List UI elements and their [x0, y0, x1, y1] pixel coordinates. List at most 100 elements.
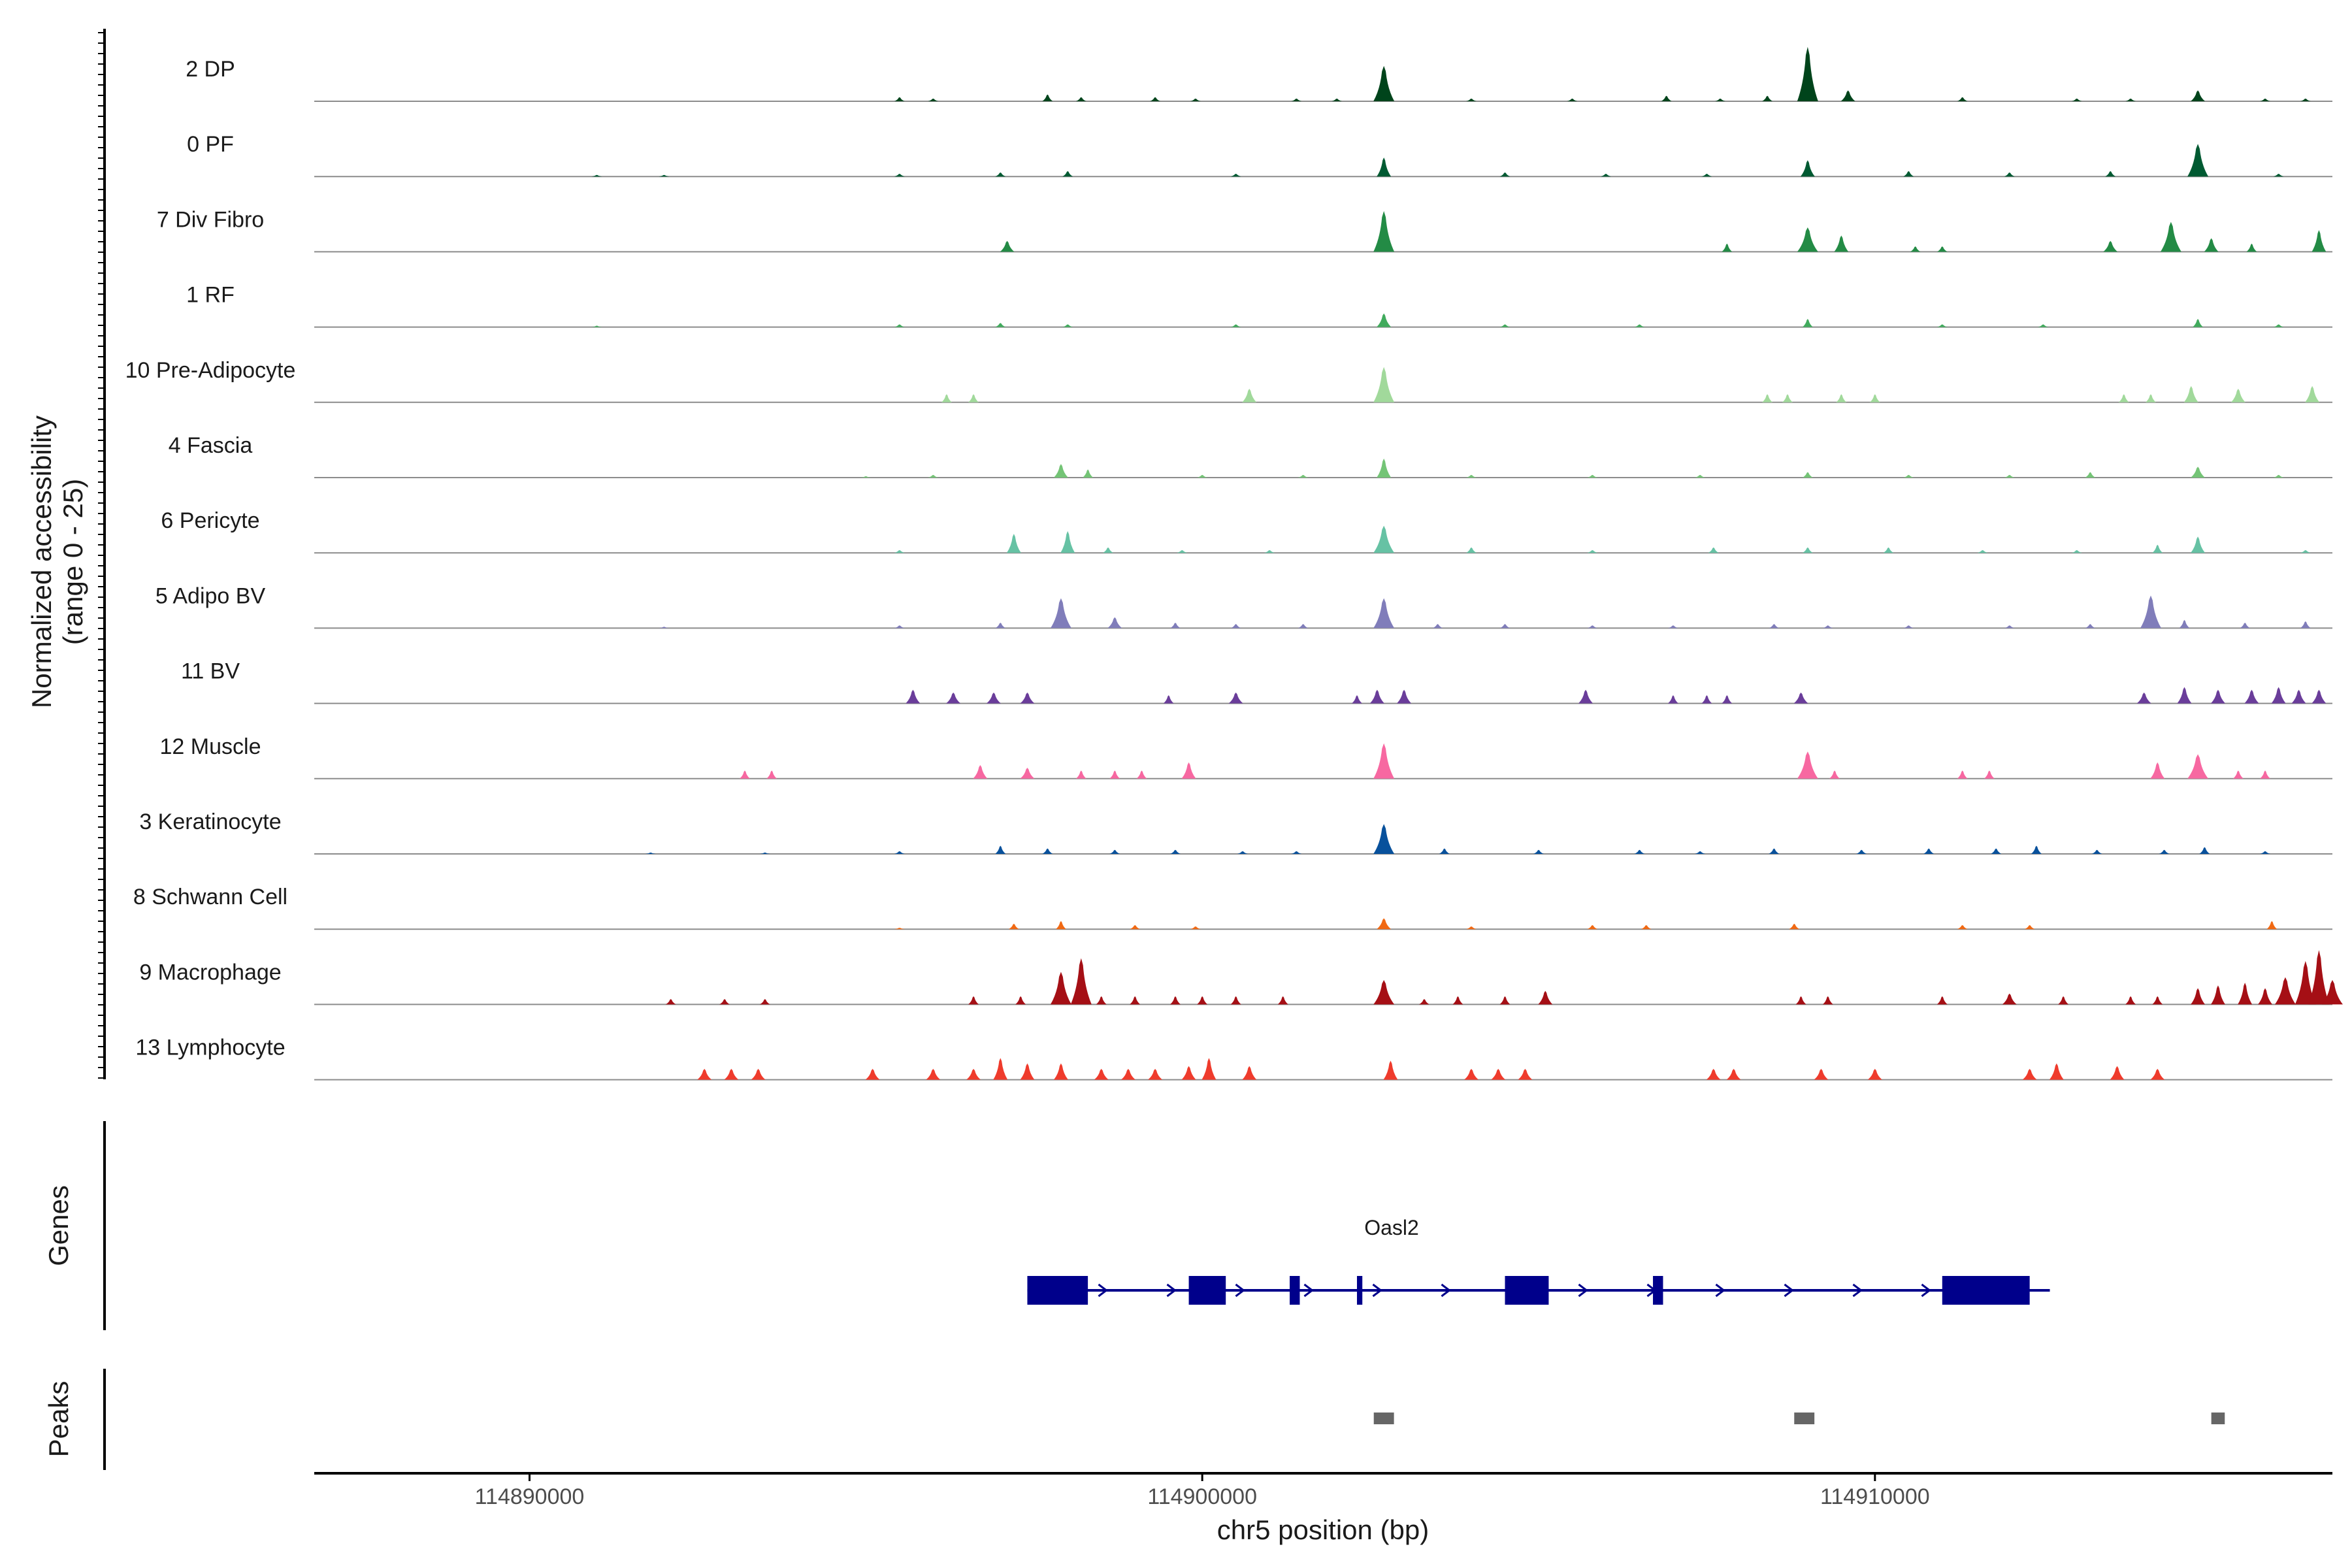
strand-arrow: [1715, 1283, 1725, 1298]
peak-mark: [2024, 924, 2035, 930]
peak-mark: [1518, 1068, 1533, 1080]
peak-mark: [751, 1068, 766, 1080]
peak-mark: [1936, 996, 1948, 1005]
track-12-muscle: 12 Muscle: [160, 734, 2332, 779]
gene-exon: [1290, 1276, 1300, 1305]
track-label: 11 BV: [181, 659, 240, 684]
track-label: 7 Div Fibro: [157, 207, 264, 232]
peak-mark: [2210, 689, 2225, 704]
peak-mark: [2266, 921, 2278, 930]
peak-mark: [1163, 695, 1174, 704]
peak-mark: [1228, 692, 1243, 704]
peak-mark: [1042, 848, 1053, 854]
peak-mark: [1641, 924, 1652, 930]
peak-mark: [894, 928, 905, 930]
peak-mark: [1042, 94, 1053, 101]
peak-mark: [591, 174, 602, 177]
peak-mark: [1533, 849, 1544, 854]
peak-mark: [1181, 762, 1196, 779]
peak-mark: [1083, 469, 1094, 478]
peak-mark: [1377, 313, 1392, 327]
peak-mark: [1291, 851, 1302, 854]
peak-mark: [697, 1068, 712, 1080]
peak-mark: [1060, 531, 1075, 553]
peak-mark: [1006, 534, 1021, 553]
peak-mark: [2308, 950, 2330, 1005]
peak-mark: [1373, 65, 1395, 101]
peak-mark: [2258, 988, 2273, 1005]
peak-mark: [2091, 849, 2102, 854]
peak-mark: [1130, 996, 1141, 1005]
peak-mark: [973, 765, 988, 779]
peak-mark: [1242, 389, 1257, 402]
peak-mark: [1789, 923, 1800, 930]
peak-mark: [1708, 547, 1719, 553]
peak-mark: [1984, 770, 1995, 779]
peak-mark: [1903, 474, 1914, 478]
peak-mark: [995, 323, 1006, 327]
track-13-lymphocyte: 13 Lymphocyte: [135, 1036, 2332, 1081]
peak-mark: [1701, 174, 1712, 177]
peak-mark: [1201, 1058, 1217, 1080]
gene-name-label: Oasl2: [1364, 1216, 1419, 1239]
peak-region: [1373, 1413, 1394, 1424]
peaks-track: Peaks: [43, 1369, 2225, 1470]
peak-mark: [2193, 319, 2204, 327]
peak-mark: [1237, 851, 1248, 854]
peak-mark: [1634, 324, 1645, 327]
track-5-adipo-bv: 5 Adipo BV: [155, 583, 2332, 629]
peak-mark: [2004, 172, 2015, 177]
peak-mark: [1715, 98, 1726, 101]
peak-mark: [1499, 624, 1511, 629]
track-11-bv: 11 BV: [181, 659, 2332, 704]
accessibility-tracks: 2 DP 0 PF 7 Div Fibro 1 RF 10 Pre-Adipocyte 4…: [125, 46, 2343, 1081]
peak-mark: [2273, 324, 2284, 327]
peak-mark: [2295, 960, 2316, 1005]
peak-mark: [2311, 230, 2327, 252]
peak-mark: [894, 324, 905, 327]
peak-mark: [1567, 98, 1578, 101]
peak-mark: [1499, 172, 1511, 177]
track-label: 10 Pre-Adipocyte: [125, 358, 296, 383]
peak-mark: [1075, 770, 1086, 779]
peak-mark: [1373, 743, 1395, 779]
peak-mark: [2232, 770, 2244, 779]
peak-mark: [946, 692, 961, 704]
peak-mark: [1120, 1068, 1135, 1080]
strand-arrow: [1098, 1283, 1108, 1298]
peak-mark: [1373, 525, 1395, 553]
peak-mark: [1726, 1068, 1741, 1080]
strand-arrow: [1784, 1283, 1794, 1298]
peak-mark: [2273, 174, 2284, 177]
peak-mark: [894, 174, 905, 177]
peak-mark: [1695, 474, 1706, 478]
peak-mark: [724, 1068, 739, 1080]
peak-mark: [2179, 619, 2190, 629]
strand-arrow: [1578, 1283, 1588, 1298]
peak-mark: [995, 172, 1006, 177]
peak-mark: [1578, 689, 1593, 704]
peak-mark: [1230, 996, 1241, 1005]
gene-exon: [1356, 1276, 1363, 1305]
y-axis: [98, 29, 106, 1079]
peak-mark: [1109, 849, 1120, 854]
peak-mark: [1298, 624, 1309, 629]
peak-mark: [1936, 246, 1948, 252]
peak-mark: [968, 996, 979, 1005]
peak-mark: [1169, 849, 1181, 854]
track-label: 3 Keratinocyte: [139, 809, 281, 834]
peak-mark: [1190, 926, 1201, 930]
peak-mark: [1020, 768, 1035, 779]
peak-mark: [1883, 547, 1894, 553]
peak-mark: [1722, 243, 1733, 252]
peak-mark: [1466, 547, 1477, 553]
peak-mark: [1062, 171, 1073, 177]
peak-mark: [1169, 623, 1181, 629]
peak-mark: [2002, 993, 2017, 1005]
peak-mark: [2240, 623, 2251, 629]
peak-mark: [2260, 770, 2271, 779]
peak-mark: [2322, 979, 2343, 1005]
peak-mark: [1802, 319, 1813, 327]
peak-mark: [665, 999, 676, 1005]
peak-mark: [1008, 923, 1019, 930]
